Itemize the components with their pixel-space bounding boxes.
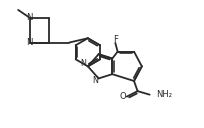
Text: N: N xyxy=(80,60,86,68)
Text: F: F xyxy=(112,35,117,44)
Text: O: O xyxy=(119,92,126,101)
Text: N: N xyxy=(26,38,32,47)
Text: NH₂: NH₂ xyxy=(156,90,172,99)
Text: N: N xyxy=(91,76,97,85)
Text: N: N xyxy=(26,13,32,22)
